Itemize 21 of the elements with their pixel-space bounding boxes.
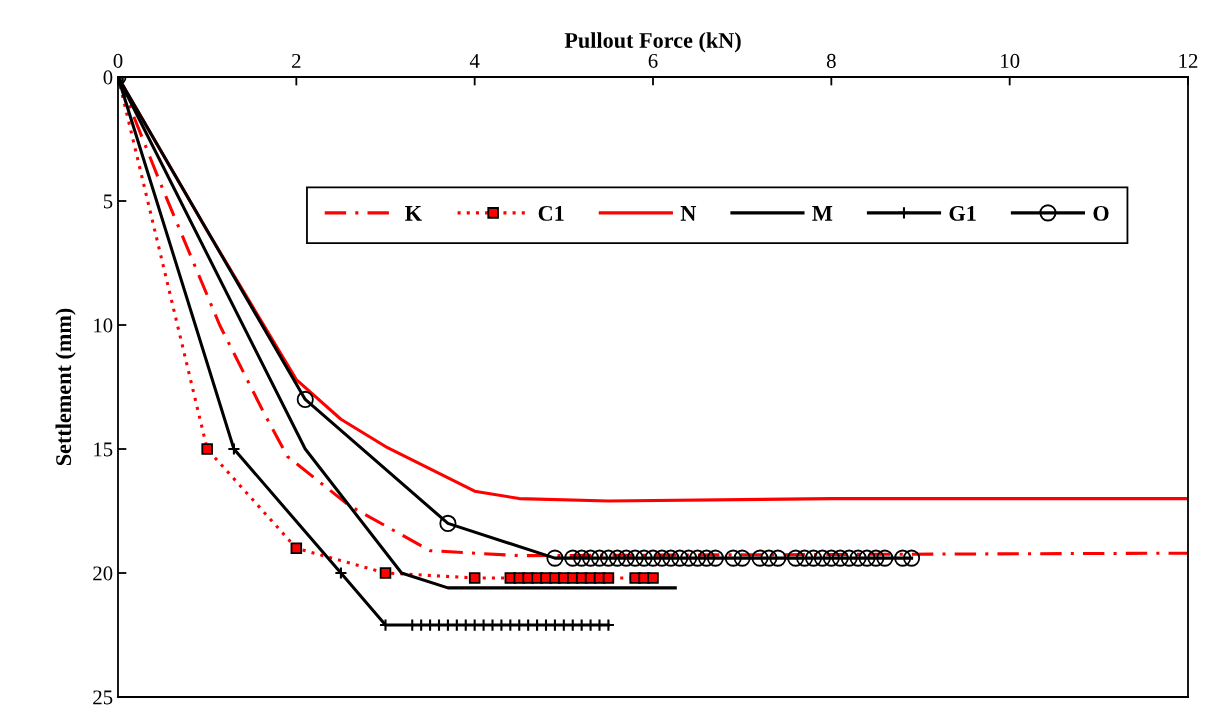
legend-label: K bbox=[405, 206, 422, 221]
x-tick-label: 10 bbox=[1001, 53, 1020, 68]
legend-label: N bbox=[680, 206, 697, 221]
legend-label: C1 bbox=[538, 205, 564, 221]
x-tick-label: 12 bbox=[1179, 53, 1198, 68]
legend-label: O bbox=[1093, 205, 1109, 221]
x-tick-label: 2 bbox=[292, 53, 301, 68]
x-tick-label: 4 bbox=[469, 53, 480, 68]
legend-label: G1 bbox=[949, 205, 976, 221]
y-tick-label: 0 bbox=[103, 70, 113, 85]
y-tick-label: 10 bbox=[94, 318, 113, 333]
x-tick-label: 0 bbox=[113, 53, 123, 68]
legend-label: M bbox=[812, 206, 833, 221]
y-tick-label: 5 bbox=[103, 194, 113, 209]
x-tick-label: 6 bbox=[648, 53, 658, 68]
y-tick-label: 25 bbox=[93, 690, 113, 705]
y-tick-label: 15 bbox=[94, 442, 113, 457]
x-axis-title: Pullout Force (kN) bbox=[564, 32, 741, 53]
y-tick-label: 20 bbox=[93, 566, 113, 581]
x-tick-label: 8 bbox=[826, 53, 836, 68]
y-axis-title: Settlement (mm) bbox=[55, 308, 76, 466]
